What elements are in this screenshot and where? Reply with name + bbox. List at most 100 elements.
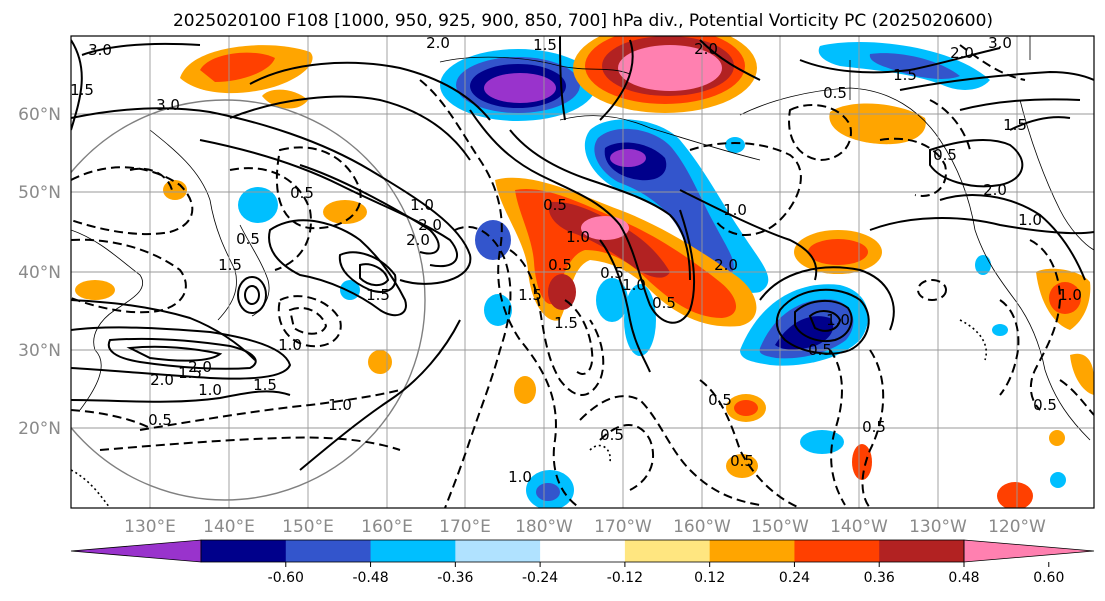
colorbar-swatch	[455, 540, 541, 562]
lat-label: 60°N	[18, 105, 61, 125]
contour-line	[268, 219, 407, 317]
contour-label: 0.5	[708, 391, 732, 409]
contour-label: 1.5	[554, 314, 578, 332]
east-asia-coastline	[149, 129, 237, 321]
colorbar-swatch	[370, 540, 456, 562]
contour-label: 0.5	[1033, 396, 1057, 414]
lon-label: 140°W	[830, 517, 888, 537]
contour-line	[71, 469, 111, 508]
contour-line	[277, 295, 342, 348]
pv-positive-area	[618, 45, 722, 91]
lat-label: 40°N	[18, 263, 61, 283]
contour-label: 1.0	[328, 396, 352, 414]
lon-axis: 130°E 140°E 150°E 160°E 170°E 180°W 170°…	[124, 517, 1046, 537]
region-circle	[71, 99, 426, 501]
contour-line	[509, 249, 605, 396]
contour-line	[275, 146, 362, 230]
pv-positive-area	[75, 280, 115, 300]
contour-line	[564, 299, 594, 375]
lon-label: 150°W	[751, 517, 809, 537]
pv-negative-area	[725, 137, 745, 153]
contour-line	[929, 138, 1024, 188]
contour-label: 1.5	[366, 286, 390, 304]
contour-label: 1.0	[723, 201, 747, 219]
contour-label: 1.0	[1058, 286, 1082, 304]
contour-line	[959, 44, 1026, 81]
lon-label: 140°E	[203, 517, 255, 537]
contour-label: 0.5	[823, 84, 847, 102]
map-panel: 3.0 2.03.01.5 2.01.50.52.01.02.01.52.00.51…	[70, 34, 1095, 509]
pv-negative-area	[975, 255, 991, 275]
contour-line	[71, 238, 187, 314]
contour-line	[444, 225, 512, 508]
contour-label: 1.0	[1018, 211, 1042, 229]
colorbar-tick-label: -0.60	[268, 570, 304, 586]
contour-label: 1.0	[410, 196, 434, 214]
contour-label: 2.0	[150, 371, 174, 389]
contour-label: 1.0	[508, 468, 532, 486]
pv-negative-area	[800, 430, 844, 454]
colorbar-swatch	[201, 540, 287, 562]
contour-line	[1009, 116, 1071, 131]
contour-line	[139, 389, 401, 431]
pv-positive-area	[323, 200, 367, 224]
pv-positive-area	[1049, 430, 1065, 446]
solid-contours	[71, 36, 1094, 471]
contour-line	[599, 424, 655, 491]
contour-label: 3.0	[156, 96, 180, 114]
contour-label: 1.0	[198, 381, 222, 399]
inland-border	[1019, 99, 1094, 251]
pv-negative-area	[484, 294, 512, 326]
contour-label: 0.5	[148, 411, 172, 429]
contour-line	[869, 217, 1094, 235]
pv-positive-area	[1049, 282, 1081, 314]
contour-line	[589, 444, 611, 463]
lat-label: 50°N	[18, 183, 61, 203]
contour-line	[699, 379, 801, 508]
pv-positive-area	[548, 274, 576, 310]
colorbar-swatch	[879, 540, 965, 562]
lon-label: 130°W	[909, 517, 967, 537]
contour-label: 3.0	[988, 34, 1012, 52]
contour-label: 0.5	[236, 230, 260, 248]
contour-label: 2.0	[950, 44, 974, 62]
contour-line	[81, 42, 201, 56]
lat-axis: 60°N 50°N 40°N 30°N 20°N	[18, 105, 61, 439]
contour-label: 0.5	[808, 341, 832, 359]
contour-line	[775, 288, 870, 355]
contour-label: 1.0	[826, 311, 850, 329]
pv-positive-area	[734, 400, 758, 416]
contour-line	[107, 337, 257, 370]
colorbar-tick-label: 0.36	[864, 570, 895, 586]
pv-negative-area	[596, 278, 628, 322]
contour-line	[71, 107, 472, 285]
contour-line	[1029, 239, 1062, 411]
colorbar-swatch	[540, 540, 626, 562]
contour-line	[71, 390, 291, 403]
pv-positive-area	[368, 350, 392, 374]
contour-label: 0.5	[600, 426, 624, 444]
contour-line	[229, 167, 312, 271]
contour-line	[99, 436, 401, 451]
pv-negative-area	[484, 73, 556, 103]
lon-label: 170°W	[594, 517, 652, 537]
contour-line	[599, 39, 634, 121]
contour-line	[799, 47, 1001, 74]
colorbar-tick-label: -0.48	[352, 570, 388, 586]
contour-line	[808, 310, 842, 332]
colorbar-tick-label: 0.24	[779, 570, 810, 586]
contour-label: 3.0	[88, 41, 112, 59]
contour-label: 2.0	[418, 216, 442, 234]
contour-line	[939, 194, 1086, 281]
contour-label: 1.5	[70, 81, 94, 99]
contour-line	[71, 299, 256, 361]
colorbar-extend-max	[963, 539, 1095, 563]
contour-label: 1.0	[566, 228, 590, 246]
contour-label: 1.5	[1003, 116, 1027, 134]
contour-line	[129, 167, 173, 191]
contour-label: 0.5	[652, 294, 676, 312]
contour-line	[788, 104, 852, 162]
contour-label: 1.5	[178, 364, 202, 382]
contour-line	[699, 39, 761, 81]
contour-line	[1059, 379, 1094, 416]
